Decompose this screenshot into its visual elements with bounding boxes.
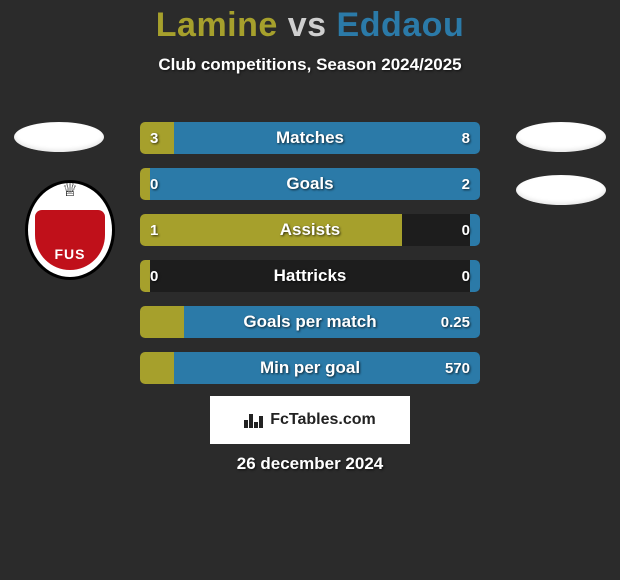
stat-row: 570Min per goal — [140, 352, 480, 384]
brand-text: FcTables.com — [270, 411, 376, 429]
stat-label: Goals — [140, 168, 480, 200]
footer-date: 26 december 2024 — [0, 454, 620, 474]
stat-label: Min per goal — [140, 352, 480, 384]
page-title: Lamine vs Eddaou — [0, 0, 620, 45]
club-logo-text: FUS — [25, 246, 115, 262]
stat-label: Goals per match — [140, 306, 480, 338]
stat-row: 02Goals — [140, 168, 480, 200]
stat-label: Hattricks — [140, 260, 480, 292]
crown-icon: ♕ — [55, 184, 85, 200]
stat-row: 00Hattricks — [140, 260, 480, 292]
player1-club-placeholder — [14, 122, 104, 152]
subtitle: Club competitions, Season 2024/2025 — [0, 55, 620, 75]
bar-chart-icon — [244, 412, 264, 428]
player1-club-logo: ♕ FUS — [25, 180, 115, 280]
stat-row: 10Assists — [140, 214, 480, 246]
player2-club-placeholder-1 — [516, 122, 606, 152]
stats-bars: 38Matches 02Goals 10Assists 00Hattricks 0.25… — [140, 122, 480, 398]
vs-text: vs — [288, 6, 327, 44]
stat-label: Assists — [140, 214, 480, 246]
player2-name: Eddaou — [337, 6, 465, 44]
stat-row: 38Matches — [140, 122, 480, 154]
brand-badge: FcTables.com — [210, 396, 410, 444]
player2-club-placeholder-2 — [516, 175, 606, 205]
player1-name: Lamine — [156, 6, 278, 44]
stats-card: Lamine vs Eddaou Club competitions, Seas… — [0, 0, 620, 580]
stat-row: 0.25Goals per match — [140, 306, 480, 338]
stat-label: Matches — [140, 122, 480, 154]
